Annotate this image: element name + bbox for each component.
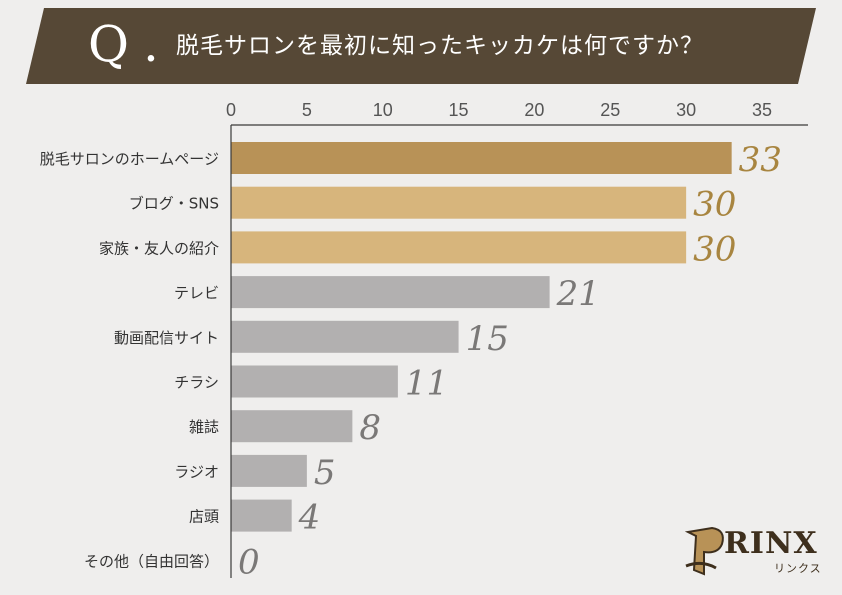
x-tick-label: 0: [226, 100, 236, 120]
question-banner: Q . 脱毛サロンを最初に知ったキッカケは何ですか？: [26, 8, 816, 84]
category-label: 脱毛サロンのホームページ: [40, 150, 219, 168]
q-letter: Q: [88, 15, 129, 73]
logo-emblem-icon: [684, 526, 724, 576]
banner-background: [26, 8, 816, 84]
bars: [231, 142, 732, 532]
bar: [231, 142, 732, 174]
x-axis-ticks: 0 5 10 15 20 25 30 35: [226, 100, 772, 120]
bar: [231, 231, 687, 264]
x-tick-label: 5: [302, 100, 312, 120]
x-tick-label: 20: [524, 100, 544, 120]
value-label: 5: [314, 453, 336, 493]
q-dot: .: [143, 15, 159, 73]
x-tick-label: 25: [600, 100, 620, 120]
value-label: 21: [556, 274, 600, 314]
value-label: 30: [693, 229, 736, 269]
bar: [231, 365, 398, 398]
category-label: その他（自由回答）: [84, 552, 219, 570]
category-label: チラシ: [174, 374, 219, 392]
value-label: 8: [359, 408, 381, 448]
value-label: 33: [739, 140, 782, 180]
category-label: 雑誌: [189, 418, 219, 436]
category-label: テレビ: [174, 284, 219, 302]
bar: [231, 454, 307, 487]
value-label: 15: [466, 319, 509, 359]
bar: [231, 499, 292, 532]
category-label: ラジオ: [174, 463, 219, 481]
value-label: 4: [298, 498, 321, 538]
x-tick-label: 10: [373, 100, 393, 120]
category-label: ブログ・SNS: [129, 195, 219, 213]
x-tick-label: 30: [676, 100, 696, 120]
rinx-logo: RINX リンクス: [682, 520, 832, 580]
bar: [231, 276, 550, 309]
category-label: 店頭: [189, 508, 219, 526]
x-tick-label: 15: [449, 100, 469, 120]
bar: [231, 410, 353, 443]
x-tick-label: 35: [752, 100, 772, 120]
logo-name: RINX: [724, 526, 818, 561]
value-label: 0: [238, 542, 260, 582]
bar: [231, 320, 459, 353]
value-label: 30: [693, 185, 736, 225]
bar: [231, 186, 687, 219]
logo-subtitle: リンクス: [774, 562, 822, 575]
value-label: 11: [405, 364, 448, 404]
question-text: 脱毛サロンを最初に知ったキッカケは何ですか？: [176, 33, 704, 59]
category-label: 家族・友人の紹介: [99, 239, 219, 257]
category-label: 動画配信サイト: [114, 329, 219, 347]
